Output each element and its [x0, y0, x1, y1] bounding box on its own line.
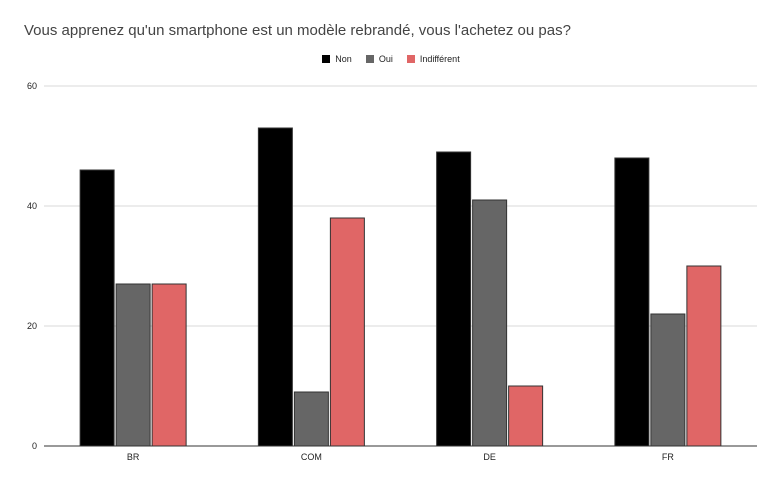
bar-non-fr — [614, 157, 650, 447]
bar-non-com — [257, 127, 293, 447]
legend-label-non: Non — [335, 54, 352, 64]
x-tick-label: COM — [301, 452, 322, 462]
y-tick-label: 0 — [32, 441, 37, 451]
bar-non-de — [436, 151, 472, 447]
bar-non-br — [79, 169, 115, 447]
legend-swatch-non — [322, 55, 331, 63]
bar-indiffrent-de — [508, 385, 544, 447]
bar-oui-br — [115, 283, 151, 447]
legend-item-oui: Oui — [365, 54, 393, 64]
y-tick-label: 20 — [27, 321, 37, 331]
legend: Non Oui Indifférent — [0, 54, 782, 64]
bar-oui-de — [472, 199, 508, 447]
legend-label-indifferent: Indifférent — [419, 54, 460, 64]
y-tick-label: 60 — [27, 81, 37, 91]
bar-oui-fr — [650, 313, 686, 447]
x-tick-label: FR — [662, 452, 674, 462]
legend-item-non: Non — [322, 54, 352, 64]
legend-label-oui: Oui — [378, 54, 393, 64]
legend-swatch-indifferent — [406, 55, 415, 63]
y-tick-label: 40 — [27, 201, 37, 211]
x-tick-label: DE — [483, 452, 496, 462]
chart-title: Vous apprenez qu'un smartphone est un mo… — [24, 22, 571, 39]
legend-swatch-oui — [365, 55, 374, 63]
legend-item-indifferent: Indifférent — [406, 54, 460, 64]
bar-oui-com — [293, 391, 329, 447]
bar-indiffrent-com — [329, 217, 365, 447]
bar-indiffrent-br — [151, 283, 187, 447]
x-tick-label: BR — [127, 452, 140, 462]
bar-indiffrent-fr — [686, 265, 722, 447]
